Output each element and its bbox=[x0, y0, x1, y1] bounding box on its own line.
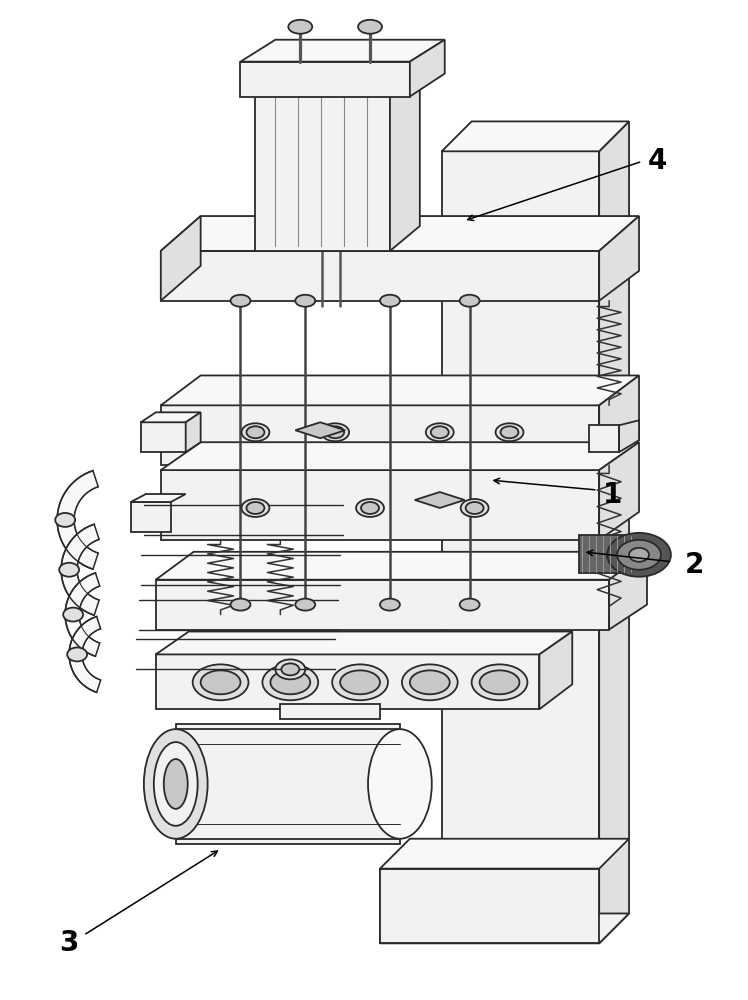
Ellipse shape bbox=[495, 423, 524, 441]
Polygon shape bbox=[141, 412, 200, 422]
Ellipse shape bbox=[55, 513, 75, 527]
Polygon shape bbox=[619, 420, 639, 452]
Ellipse shape bbox=[460, 599, 479, 611]
Ellipse shape bbox=[288, 20, 312, 34]
Polygon shape bbox=[161, 251, 599, 301]
Ellipse shape bbox=[263, 664, 318, 700]
Polygon shape bbox=[131, 502, 171, 532]
Ellipse shape bbox=[295, 295, 315, 307]
Ellipse shape bbox=[356, 499, 384, 517]
Text: 4: 4 bbox=[648, 147, 667, 175]
Ellipse shape bbox=[617, 540, 661, 570]
Polygon shape bbox=[131, 494, 186, 502]
Ellipse shape bbox=[461, 499, 488, 517]
Polygon shape bbox=[415, 492, 465, 508]
Polygon shape bbox=[599, 216, 639, 301]
Text: 3: 3 bbox=[59, 929, 78, 957]
Polygon shape bbox=[380, 869, 599, 943]
Polygon shape bbox=[61, 524, 99, 615]
Ellipse shape bbox=[275, 659, 305, 679]
Polygon shape bbox=[156, 632, 572, 654]
Ellipse shape bbox=[321, 423, 349, 441]
Ellipse shape bbox=[193, 664, 248, 700]
Polygon shape bbox=[161, 442, 639, 470]
Ellipse shape bbox=[59, 563, 79, 577]
Ellipse shape bbox=[472, 664, 527, 700]
Ellipse shape bbox=[426, 423, 454, 441]
Polygon shape bbox=[156, 654, 539, 709]
Ellipse shape bbox=[242, 499, 269, 517]
Ellipse shape bbox=[358, 20, 382, 34]
Polygon shape bbox=[65, 573, 99, 656]
Polygon shape bbox=[410, 40, 445, 97]
Ellipse shape bbox=[164, 759, 188, 809]
Polygon shape bbox=[69, 617, 101, 692]
Ellipse shape bbox=[607, 533, 671, 577]
Polygon shape bbox=[57, 471, 98, 569]
Ellipse shape bbox=[67, 647, 87, 661]
Polygon shape bbox=[161, 470, 599, 540]
Polygon shape bbox=[255, 67, 420, 92]
Polygon shape bbox=[380, 869, 410, 943]
Polygon shape bbox=[156, 580, 609, 630]
Ellipse shape bbox=[270, 670, 310, 694]
Polygon shape bbox=[161, 375, 639, 405]
Polygon shape bbox=[186, 412, 200, 452]
Ellipse shape bbox=[402, 664, 458, 700]
Polygon shape bbox=[442, 121, 629, 151]
Ellipse shape bbox=[63, 608, 83, 622]
Ellipse shape bbox=[500, 426, 518, 438]
Ellipse shape bbox=[281, 663, 299, 675]
Polygon shape bbox=[295, 422, 345, 438]
Text: 2: 2 bbox=[684, 551, 704, 579]
Polygon shape bbox=[176, 724, 400, 844]
Ellipse shape bbox=[230, 295, 251, 307]
Ellipse shape bbox=[368, 729, 432, 839]
Polygon shape bbox=[241, 62, 410, 97]
Ellipse shape bbox=[326, 426, 344, 438]
Polygon shape bbox=[609, 552, 647, 630]
Ellipse shape bbox=[431, 426, 449, 438]
Ellipse shape bbox=[380, 599, 400, 611]
Ellipse shape bbox=[200, 670, 241, 694]
Polygon shape bbox=[380, 913, 629, 943]
Polygon shape bbox=[161, 405, 599, 465]
Ellipse shape bbox=[466, 502, 484, 514]
Ellipse shape bbox=[332, 664, 388, 700]
Polygon shape bbox=[539, 632, 572, 709]
Polygon shape bbox=[241, 40, 445, 62]
Polygon shape bbox=[579, 535, 639, 573]
Polygon shape bbox=[280, 704, 380, 719]
Polygon shape bbox=[141, 422, 186, 452]
Ellipse shape bbox=[629, 548, 649, 562]
Ellipse shape bbox=[479, 670, 519, 694]
Ellipse shape bbox=[242, 423, 269, 441]
Polygon shape bbox=[161, 216, 200, 301]
Ellipse shape bbox=[340, 670, 380, 694]
Ellipse shape bbox=[247, 426, 264, 438]
Polygon shape bbox=[255, 92, 390, 251]
Ellipse shape bbox=[154, 742, 197, 826]
Ellipse shape bbox=[410, 670, 450, 694]
Ellipse shape bbox=[247, 502, 264, 514]
Ellipse shape bbox=[361, 502, 379, 514]
Polygon shape bbox=[380, 839, 629, 869]
Ellipse shape bbox=[295, 599, 315, 611]
Ellipse shape bbox=[144, 729, 208, 839]
Text: 1: 1 bbox=[603, 481, 622, 509]
Ellipse shape bbox=[230, 599, 251, 611]
Polygon shape bbox=[599, 121, 629, 943]
Polygon shape bbox=[156, 552, 647, 580]
Polygon shape bbox=[599, 375, 639, 465]
Polygon shape bbox=[589, 425, 619, 452]
Polygon shape bbox=[161, 216, 639, 251]
Ellipse shape bbox=[460, 295, 479, 307]
Polygon shape bbox=[442, 151, 599, 943]
Polygon shape bbox=[599, 442, 639, 540]
Ellipse shape bbox=[380, 295, 400, 307]
Polygon shape bbox=[390, 67, 420, 251]
